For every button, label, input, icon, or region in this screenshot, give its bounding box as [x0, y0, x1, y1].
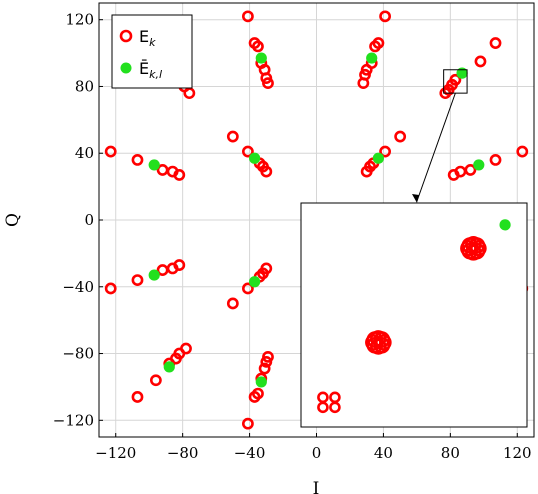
legend: Ek Ēk,l — [111, 14, 193, 89]
legend-marker-ekl — [120, 62, 132, 74]
ek-point — [252, 387, 264, 400]
ek-point — [242, 10, 254, 23]
inset-ekl-point — [499, 219, 511, 231]
ekl-point — [248, 276, 261, 288]
ekl-point — [255, 376, 267, 388]
x-tick-label: 80 — [441, 444, 460, 462]
ekl-point — [148, 269, 160, 281]
y-tick-label: −120 — [53, 411, 94, 429]
ek-point — [131, 274, 144, 286]
x-tick-label: −120 — [95, 444, 136, 462]
y-tick-label: 40 — [75, 144, 94, 162]
ek-point — [360, 165, 373, 178]
axis-ticks: −120 −80 −40 0 40 80 120 −120 −80 −40 0 40 80 120 — [53, 11, 532, 462]
ek-point — [262, 350, 274, 363]
ekl-point — [456, 67, 468, 79]
ek-point — [474, 55, 487, 68]
ek-point — [104, 282, 117, 295]
ek-point — [447, 169, 460, 181]
ek-point — [357, 77, 370, 90]
ek-point — [260, 165, 273, 178]
y-tick-label: 80 — [75, 77, 94, 95]
x-tick-label: 40 — [374, 444, 393, 462]
y-tick-label: −80 — [62, 345, 94, 363]
ekl-point — [473, 159, 485, 171]
ek-point — [394, 130, 407, 143]
ek-point — [131, 391, 144, 403]
ek-point — [226, 297, 239, 310]
ek-point — [104, 145, 117, 158]
ek-point — [242, 417, 254, 430]
ek-point — [489, 37, 502, 49]
ek-point — [242, 282, 254, 295]
y-tick-label: −40 — [62, 278, 94, 296]
ek-point — [516, 145, 529, 158]
zoom-arrow-head — [412, 194, 419, 203]
zoom-arrow-line — [416, 92, 456, 202]
x-tick-label: 120 — [503, 444, 532, 462]
legend-box — [111, 14, 193, 89]
ekl-point — [255, 52, 267, 64]
ekl-point — [366, 52, 378, 64]
legend-label-ekl: Ēk,l — [139, 59, 162, 81]
ekl-point — [372, 152, 385, 164]
ek-point — [379, 145, 391, 158]
ek-point — [131, 154, 144, 166]
ek-point — [379, 10, 391, 23]
plot-frame — [98, 2, 535, 438]
x-axis-label: I — [313, 479, 320, 494]
ekl-point — [248, 152, 261, 164]
ek-point — [180, 342, 192, 355]
ek-point — [173, 169, 186, 181]
ek-point — [252, 40, 264, 53]
inset-ek-point — [373, 331, 391, 348]
x-tick-label: −80 — [167, 444, 199, 462]
inset-ek-point — [468, 237, 486, 254]
ek-point — [149, 374, 162, 387]
ek-point — [489, 154, 502, 166]
ek-point — [260, 262, 273, 275]
ek-point — [173, 259, 186, 271]
legend-label-ek: Ek — [139, 27, 156, 49]
x-tick-label: 0 — [312, 444, 322, 462]
ek-point — [226, 130, 239, 143]
y-tick-label: 0 — [84, 211, 94, 229]
legend-marker-ek — [119, 29, 133, 43]
x-tick-label: −40 — [234, 444, 266, 462]
ek-point — [242, 145, 254, 158]
ek-point — [369, 40, 381, 53]
inset-ek-point — [317, 401, 329, 414]
ekl-point — [148, 159, 160, 171]
ekl-point — [163, 361, 175, 373]
y-axis-label: Q — [3, 213, 23, 227]
y-tick-label: 120 — [65, 11, 94, 29]
ek-point — [258, 362, 271, 375]
inset-frame — [300, 202, 528, 428]
ek-point — [262, 77, 274, 90]
ek-point — [449, 73, 462, 86]
inset-ek-point — [329, 401, 341, 414]
zoom-inset — [300, 69, 528, 428]
